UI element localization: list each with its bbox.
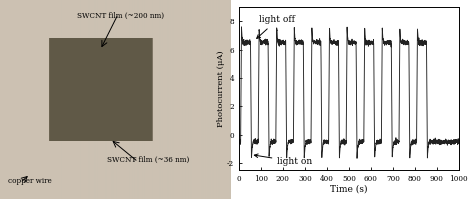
Text: SWCNT film (~36 nm): SWCNT film (~36 nm): [107, 156, 189, 164]
Y-axis label: Photocurrent (μA): Photocurrent (μA): [218, 50, 226, 127]
Text: SWCNT film (~200 nm): SWCNT film (~200 nm): [77, 12, 164, 20]
X-axis label: Time (s): Time (s): [330, 184, 368, 193]
Text: light off: light off: [257, 15, 295, 38]
Text: light on: light on: [254, 154, 313, 166]
Text: copper wire: copper wire: [8, 177, 52, 185]
